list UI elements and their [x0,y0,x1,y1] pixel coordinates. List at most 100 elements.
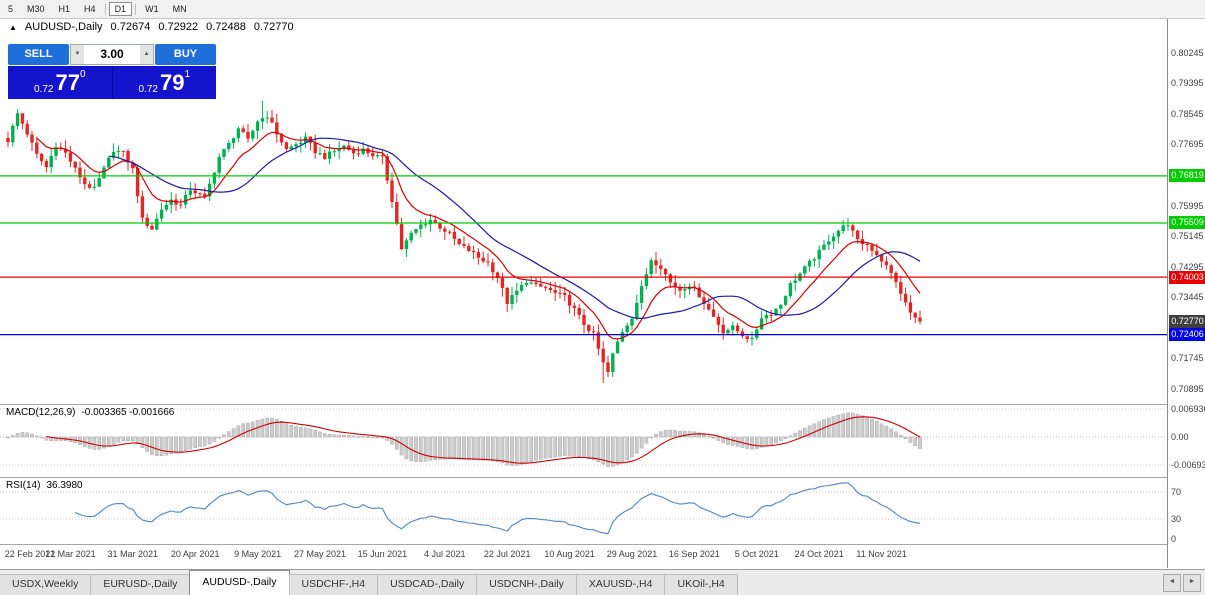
price-axis-label: 0.75145 [1171,231,1204,242]
sell-price-prefix: 0.72 [33,84,54,95]
date-axis-label: 12 Mar 2021 [45,549,96,559]
price-axis-label: 0.78545 [1171,108,1204,119]
sell-price-big: 77 [55,70,80,95]
volume-increase-button[interactable]: ▲ [140,45,153,64]
buy-price-display[interactable]: 0.72 79 1 [113,66,217,99]
buy-price-pipette: 1 [184,69,190,80]
date-axis-label: 22 Feb 2021 [4,549,56,559]
panel-divider[interactable] [0,404,1205,405]
date-axis-label: 10 Aug 2021 [544,549,595,559]
volume-value[interactable]: 3.00 [100,47,124,61]
date-axis-label: 31 Mar 2021 [107,549,159,559]
timeframe-button-m30[interactable]: M30 [27,4,45,14]
ma-fast-line [36,131,921,340]
tab-usdx-weekly[interactable]: USDX,Weekly [0,574,92,595]
panel-divider[interactable] [0,544,1205,545]
date-axis-label: 4 Jul 2021 [424,549,466,559]
ohlc-close: 0.72770 [253,21,294,33]
chart-symbol-period: AUDUSD-,Daily [24,21,103,33]
date-axis-label: 11 Nov 2021 [856,549,907,559]
rsi-value: 36.3980 [46,480,83,491]
tab-xauusd-h4[interactable]: XAUUSD-,H4 [575,574,666,595]
date-axis[interactable]: 22 Feb 2021 12 Mar 2021 31 Mar 2021 20 Apr … [0,545,1167,568]
chart-title: ▲ AUDUSD-,Daily 0.72674 0.72922 0.72488 … [9,21,294,33]
macd-name: MACD(12,26,9) [6,407,76,418]
timeframe-button-h4[interactable]: H4 [84,4,96,14]
macd-signal-line [46,416,921,464]
price-axis-label: 0.80245 [1171,47,1204,58]
buy-button[interactable]: BUY [155,44,216,65]
price-level-badge: 0.74003 [1169,270,1205,284]
price-axis-label: 0.70895 [1171,383,1204,394]
rsi-chart [0,482,1167,535]
rsi-axis-label: 0 [1171,534,1177,545]
date-axis-label: 9 May 2021 [234,549,282,559]
tab-eurusd-daily[interactable]: EURUSD-,Daily [90,574,191,595]
macd-axis-label: 0.00 [1171,432,1189,442]
ohlc-low: 0.72488 [206,21,246,33]
price-level-badge: 0.72770 [1169,314,1205,328]
price-axis-label: 0.79395 [1171,78,1204,89]
one-click-trading-widget: SELL ▼ 3.00 ▲ BUY 0.72 77 0 0.72 79 1 [8,44,216,99]
timeframe-button-mn[interactable]: MN [172,4,187,14]
sell-button[interactable]: SELL [8,44,69,65]
date-axis-label: 20 Apr 2021 [170,549,220,559]
macd-panel[interactable] [0,405,1167,477]
timeframe-button-h1[interactable]: H1 [58,4,71,14]
price-level-badge: 0.76819 [1169,169,1205,183]
price-axis-label: 0.74295 [1171,261,1204,272]
macd-values: -0.003365 -0.001666 [81,407,175,418]
chart-shift-marker-icon: ▲ [9,22,17,32]
tab-usdcad-daily[interactable]: USDCAD-,Daily [377,574,478,595]
tab-scroll-right-button[interactable]: ► [1183,573,1201,592]
date-axis-label: 27 May 2021 [293,549,347,559]
date-axis-label: 5 Oct 2021 [734,549,779,559]
tab-audusd-daily[interactable]: AUDUSD-,Daily [189,570,290,595]
date-axis-label: 16 Sep 2021 [668,549,720,559]
sell-price-display[interactable]: 0.72 77 0 [8,66,112,99]
macd-indicator-label: MACD(12,26,9) -0.003365 -0.001666 [6,407,174,418]
tab-scroll-left-button[interactable]: ◄ [1163,573,1181,592]
timeframe-toolbar: 5 M30 H1 H4 D1 W1 MN [0,0,1205,19]
buy-price-prefix: 0.72 [138,84,158,95]
timeframe-button-d1[interactable]: D1 [108,2,133,16]
tab-ukoil-h4[interactable]: UKOil-,H4 [664,574,738,595]
volume-decrease-button[interactable]: ▼ [71,45,84,64]
price-divider [111,66,113,99]
macd-axis-label: -0.006936 [1171,460,1205,470]
symbol-tabs-bar: USDX,Weekly EURUSD-,Daily AUDUSD-,Daily USD… [0,569,1205,595]
ohlc-high: 0.72922 [158,21,199,33]
date-axis-label: 24 Oct 2021 [794,549,844,559]
timeframe-button-w1[interactable]: W1 [145,4,159,14]
timeframe-button-5[interactable]: 5 [8,4,14,14]
price-level-badge: 0.75509 [1169,216,1205,230]
candlestick-chart [0,100,1167,383]
toolbar-separator [104,3,106,15]
toolbar-separator [135,3,137,15]
price-level-badge: 0.72406 [1169,328,1205,342]
price-axis-label: 0.75995 [1171,200,1204,211]
price-axis-label: 0.77695 [1171,139,1204,150]
price-axis-label: 0.73445 [1171,292,1204,303]
tab-usdchf-h4[interactable]: USDCHF-,H4 [288,574,379,595]
rsi-name: RSI(14) [6,480,41,491]
rsi-axis-label: 70 [1171,487,1182,497]
date-axis-label: 22 Jul 2021 [483,549,531,559]
date-axis-label: 15 Jun 2021 [357,549,408,559]
panel-divider[interactable] [0,477,1205,478]
price-chart-panel[interactable] [0,18,1167,404]
rsi-line [74,482,921,535]
rsi-indicator-label: RSI(14) 36.3980 [6,480,83,491]
tab-usdcnh-daily[interactable]: USDCNH-,Daily [476,574,577,595]
price-axis[interactable]: 0.802450.793950.785450.776950.768450.759… [1167,18,1205,568]
macd-axis-label: 0.006936 [1171,403,1205,414]
macd-chart [0,408,1167,467]
volume-field[interactable]: ▼ 3.00 ▲ [70,44,154,65]
price-axis-label: 0.71745 [1171,353,1204,364]
ohlc-open: 0.72674 [110,21,151,33]
ma-slow-line [108,137,921,320]
sell-price-pipette: 0 [79,69,86,80]
tab-scroll-controls: ◄ ► [1163,573,1205,592]
rsi-panel[interactable] [0,478,1167,544]
date-axis-label: 29 Aug 2021 [606,549,658,559]
